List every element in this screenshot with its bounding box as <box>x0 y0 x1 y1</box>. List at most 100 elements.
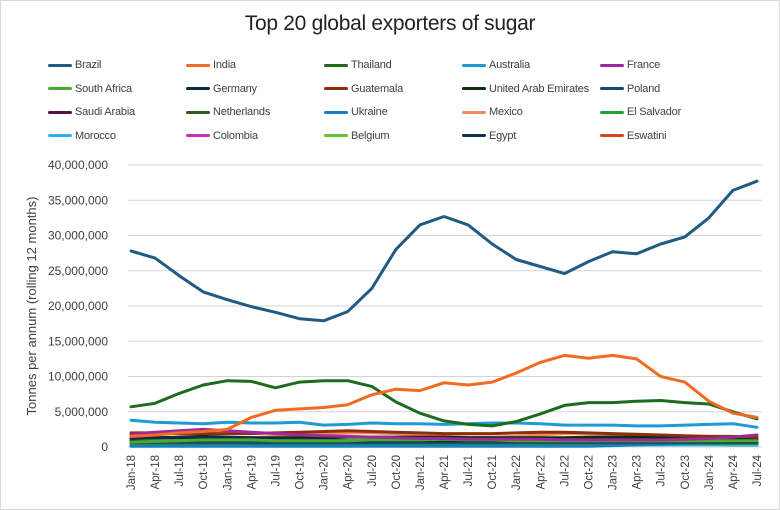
x-tick-label: Oct-22 <box>583 455 595 490</box>
legend-swatch <box>324 63 348 67</box>
legend-label: Netherlands <box>213 106 271 118</box>
legend-swatch <box>462 63 486 67</box>
legend-swatch <box>48 110 72 114</box>
series-line-australia <box>129 418 759 429</box>
legend-item-brazil[interactable]: Brazil <box>48 58 102 72</box>
legend-swatch <box>324 134 348 137</box>
legend-swatch <box>462 87 486 90</box>
legend-label: India <box>213 59 236 71</box>
x-tick-label: Jan-19 <box>222 455 234 490</box>
legend-label: Ukraine <box>351 106 388 118</box>
legend-label: Morocco <box>75 129 116 142</box>
legend-item-colombia[interactable]: Colombia <box>186 129 258 143</box>
legend-swatch <box>600 87 624 90</box>
x-tick-label: Apr-21 <box>439 455 451 490</box>
legend-label: Saudi Arabia <box>75 106 135 118</box>
legend-swatch <box>324 87 348 90</box>
x-tick-label: Jan-21 <box>415 455 427 490</box>
legend-label: Brazil <box>75 59 102 71</box>
y-tick-label: 10,000,000 <box>48 370 108 384</box>
x-tick-label: Oct-18 <box>198 455 210 490</box>
y-tick-label: 25,000,000 <box>48 264 108 278</box>
x-tick-label: Apr-22 <box>535 455 547 490</box>
legend-item-eswatini[interactable]: Eswatini <box>600 129 667 143</box>
legend-swatch <box>186 110 210 114</box>
legend-label: Australia <box>489 59 530 71</box>
y-axis-title: Tonnes per annum (rolling 12 months) <box>24 197 39 416</box>
x-tick-label: Oct-21 <box>487 455 499 490</box>
y-tick-label: 5,000,000 <box>55 405 109 419</box>
legend-item-ukraine[interactable]: Ukraine <box>324 105 388 119</box>
legend-swatch <box>48 87 72 90</box>
y-tick-label: 20,000,000 <box>48 299 108 313</box>
legend-swatch <box>186 63 210 67</box>
legend-item-netherlands[interactable]: Netherlands <box>186 105 270 119</box>
legend-item-belgium[interactable]: Belgium <box>324 129 390 143</box>
x-tick-label: Jul-24 <box>752 454 764 486</box>
legend-label: United Arab Emirates <box>489 82 589 95</box>
x-tick-label: Jan-22 <box>511 455 523 490</box>
legend-item-poland[interactable]: Poland <box>600 82 660 96</box>
legend-label: Thailand <box>351 59 392 71</box>
series-line-poland <box>129 440 759 445</box>
legend-item-saudi-arabia[interactable]: Saudi Arabia <box>48 105 135 119</box>
legend-item-france[interactable]: France <box>600 58 660 72</box>
legend-item-united-arab-emirates[interactable]: United Arab Emirates <box>462 82 589 96</box>
x-tick-label: Jul-21 <box>463 455 475 486</box>
legend-label: Belgium <box>351 129 390 142</box>
legend-swatch <box>324 110 348 114</box>
legend-swatch <box>462 134 486 137</box>
x-tick-label: Jul-22 <box>559 455 571 486</box>
legend-label: Egypt <box>489 129 517 142</box>
legend-item-thailand[interactable]: Thailand <box>324 58 392 72</box>
legend-item-south-africa[interactable]: South Africa <box>48 82 132 96</box>
legend-item-el-salvador[interactable]: El Salvador <box>600 105 681 119</box>
y-tick-label: 35,000,000 <box>48 193 108 207</box>
series-line-france <box>129 427 759 442</box>
legend-swatch <box>462 110 486 114</box>
legend-label: Colombia <box>213 129 258 142</box>
legend-item-india[interactable]: India <box>186 58 236 72</box>
x-tick-label: Jan-18 <box>126 455 138 490</box>
legend-item-egypt[interactable]: Egypt <box>462 129 516 143</box>
y-tick-label: 0 <box>101 440 108 454</box>
series-lines <box>129 179 759 448</box>
legend-swatch <box>600 134 624 137</box>
legend-item-guatemala[interactable]: Guatemala <box>324 82 403 96</box>
legend-swatch <box>600 63 624 67</box>
legend-label: South Africa <box>75 82 132 95</box>
x-tick-label: Oct-23 <box>680 455 692 490</box>
x-tick-label: Jul-23 <box>656 455 668 486</box>
x-tick-label: Jan-23 <box>608 455 620 490</box>
legend-swatch <box>48 134 72 137</box>
legend-item-morocco[interactable]: Morocco <box>48 129 116 143</box>
x-tick-label: Jul-19 <box>270 455 282 486</box>
legend-swatch <box>600 110 624 114</box>
legend-swatch <box>48 63 72 67</box>
x-tick-label: Apr-24 <box>728 454 740 489</box>
series-line-india <box>129 353 759 438</box>
series-line-guatemala <box>129 429 759 439</box>
gridlines <box>128 164 762 448</box>
legend-item-germany[interactable]: Germany <box>186 82 257 96</box>
series-line-ukraine <box>129 440 759 448</box>
x-tick-label: Jul-20 <box>367 455 379 486</box>
series-line-thailand <box>129 379 759 428</box>
x-tick-label: Apr-19 <box>246 455 258 490</box>
legend-label: Eswatini <box>627 129 667 142</box>
series-line-brazil <box>129 179 759 323</box>
legend-label: El Salvador <box>627 106 682 118</box>
chart-title: Top 20 global exporters of sugar <box>244 12 536 35</box>
legend-item-mexico[interactable]: Mexico <box>462 105 523 119</box>
y-tick-label: 40,000,000 <box>48 158 108 172</box>
x-axis-ticks: Jan-18 Apr-18 Jul-18 Oct-18 Jan-19 Apr-19 Jul-… <box>126 454 764 490</box>
legend-label: Germany <box>213 82 257 95</box>
legend-swatch <box>186 134 210 137</box>
y-tick-label: 30,000,000 <box>48 229 108 243</box>
x-tick-label: Apr-18 <box>150 455 162 490</box>
y-axis-ticks: 0 5,000,000 10,000,000 15,000,000 20,000,000… <box>48 158 108 454</box>
legend-label: France <box>627 59 661 71</box>
legend-item-australia[interactable]: Australia <box>462 58 530 72</box>
legend-label: Mexico <box>489 106 523 118</box>
x-tick-label: Oct-19 <box>295 455 307 490</box>
